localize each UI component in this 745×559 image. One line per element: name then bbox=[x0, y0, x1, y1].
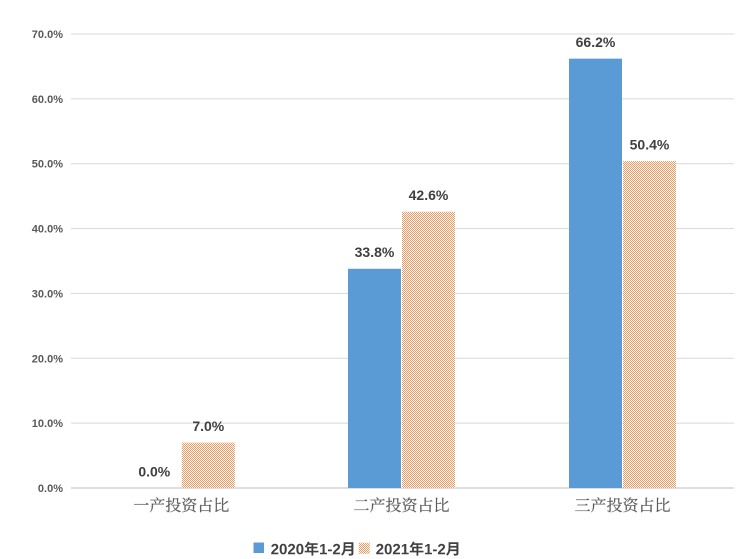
svg-text:50.4%: 50.4% bbox=[630, 137, 670, 153]
svg-text:0.0%: 0.0% bbox=[38, 483, 63, 495]
svg-text:42.6%: 42.6% bbox=[409, 187, 449, 203]
svg-text:10.0%: 10.0% bbox=[32, 418, 63, 430]
svg-text:20.0%: 20.0% bbox=[32, 353, 63, 365]
svg-text:40.0%: 40.0% bbox=[32, 224, 63, 236]
svg-text:70.0%: 70.0% bbox=[32, 29, 63, 41]
svg-text:60.0%: 60.0% bbox=[32, 94, 63, 106]
svg-text:33.8%: 33.8% bbox=[355, 244, 395, 260]
svg-text:50.0%: 50.0% bbox=[32, 159, 63, 171]
svg-text:0.0%: 0.0% bbox=[138, 463, 170, 479]
svg-text:66.2%: 66.2% bbox=[576, 34, 616, 50]
svg-text:30.0%: 30.0% bbox=[32, 288, 63, 300]
svg-text:7.0%: 7.0% bbox=[192, 418, 224, 434]
